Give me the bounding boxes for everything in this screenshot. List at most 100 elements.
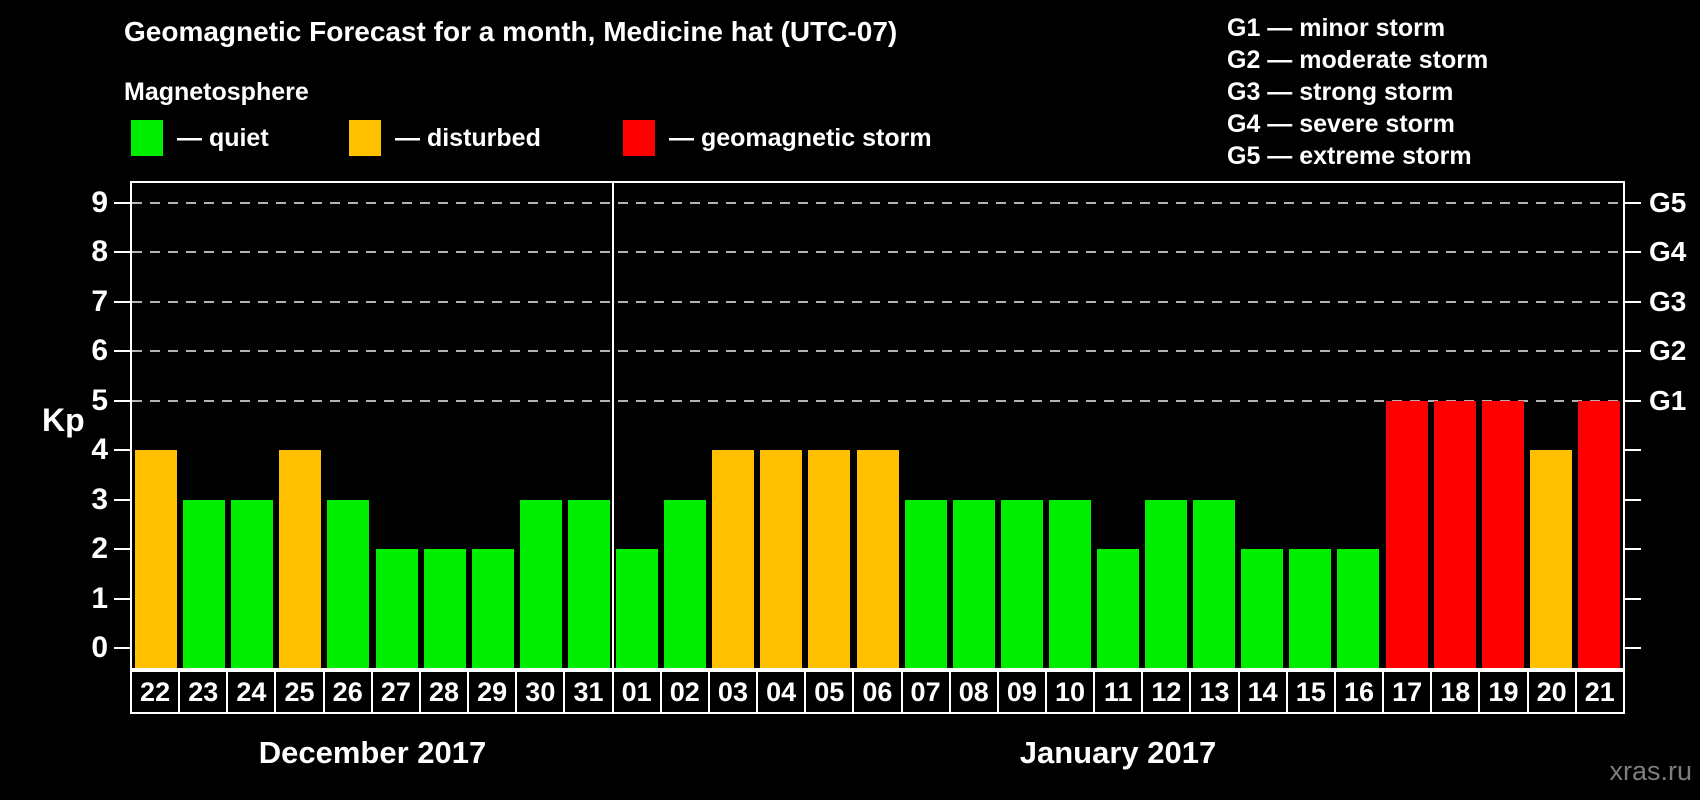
date-cell-16: 16	[1333, 670, 1385, 714]
quiet-color-swatch	[131, 120, 163, 156]
right-axis-label-g4: G4	[1649, 236, 1687, 268]
y-axis-tick-7	[114, 300, 130, 303]
date-cell-19: 19	[1478, 670, 1529, 714]
date-cell-03: 03	[707, 670, 759, 714]
month-label-december: December 2017	[258, 735, 487, 770]
kp-bar-january-05	[808, 450, 851, 668]
date-cell-15: 15	[1285, 670, 1336, 714]
y-axis-title: Kp	[42, 402, 85, 438]
date-cell-08: 08	[948, 670, 999, 714]
right-axis-tick-6	[1625, 350, 1641, 353]
y-axis-tick-label-9: 9	[91, 186, 108, 220]
storm-scale-line-g4: G4 — severe storm	[1227, 110, 1455, 138]
right-axis-tick-8	[1625, 251, 1641, 254]
kp-bar-january-20	[1529, 450, 1572, 668]
date-cell-07: 07	[900, 670, 951, 714]
kp-bar-january-19	[1481, 400, 1524, 668]
date-cell-13: 13	[1189, 670, 1240, 714]
kp-bar-january-10	[1048, 499, 1091, 668]
kp-bar-january-21	[1577, 400, 1620, 668]
right-axis-tick-2	[1625, 548, 1641, 551]
right-axis-label-g5: G5	[1649, 187, 1687, 219]
gridline-kp6	[132, 350, 1623, 353]
kp-bar-december-25	[279, 450, 322, 668]
watermark: xras.ru	[1609, 756, 1692, 786]
y-axis-tick-0	[114, 647, 130, 649]
date-cell-31: 31	[563, 670, 614, 714]
date-cell-05: 05	[804, 670, 855, 714]
kp-bar-january-03	[712, 450, 755, 668]
storm-scale-line-g1: G1 — minor storm	[1227, 14, 1446, 42]
kp-bar-december-29	[471, 549, 514, 668]
kp-bar-december-30	[519, 499, 562, 668]
y-axis-tick-5	[114, 399, 130, 402]
date-cell-09: 09	[996, 670, 1047, 714]
date-cell-22: 22	[130, 670, 181, 714]
date-cell-14: 14	[1237, 670, 1288, 714]
y-axis-tick-6	[114, 350, 130, 353]
date-cell-17: 17	[1382, 670, 1433, 714]
legend-item-quiet: — quiet	[131, 119, 269, 157]
date-cell-27: 27	[370, 670, 421, 714]
date-cell-12: 12	[1141, 670, 1192, 714]
kp-bar-january-18	[1433, 400, 1476, 668]
y-axis-tick-9	[114, 202, 130, 205]
y-axis-tick-label-3: 3	[91, 482, 108, 516]
kp-bar-january-09	[1000, 499, 1043, 668]
kp-bar-december-22	[135, 450, 178, 668]
date-cell-20: 20	[1526, 670, 1577, 714]
kp-bar-december-24	[231, 499, 274, 668]
kp-bar-january-13	[1193, 499, 1236, 668]
date-cell-25: 25	[274, 670, 325, 714]
storm-scale-line-g3: G3 — strong storm	[1227, 78, 1454, 106]
date-cell-23: 23	[178, 670, 229, 714]
magnetosphere-legend-heading: Magnetosphere	[124, 78, 309, 106]
y-axis-tick-label-2: 2	[91, 532, 108, 566]
kp-bar-january-14	[1241, 549, 1284, 668]
disturbed-color-swatch	[349, 120, 381, 156]
kp-bar-january-07	[904, 499, 947, 668]
kp-bar-january-15	[1289, 549, 1332, 668]
date-cell-02: 02	[659, 670, 710, 714]
y-axis-tick-label-7: 7	[91, 284, 108, 318]
date-cell-04: 04	[756, 670, 807, 714]
storm-scale-line-g5: G5 — extreme storm	[1227, 142, 1472, 170]
kp-bar-january-17	[1385, 400, 1428, 668]
date-cell-06: 06	[852, 670, 903, 714]
right-axis-tick-9	[1625, 202, 1641, 205]
chart-title: Geomagnetic Forecast for a month, Medici…	[124, 16, 898, 47]
storm-scale-line-g2: G2 — moderate storm	[1227, 46, 1489, 74]
date-cell-30: 30	[515, 670, 566, 714]
right-axis-tick-5	[1625, 399, 1641, 402]
right-axis-label-g1: G1	[1649, 384, 1687, 416]
y-axis-tick-4	[114, 449, 130, 452]
kp-bar-december-27	[375, 549, 418, 668]
date-cell-10: 10	[1044, 670, 1096, 714]
date-cell-29: 29	[467, 670, 518, 714]
legend-label-quiet: — quiet	[177, 123, 269, 152]
y-axis-tick-label-1: 1	[91, 581, 108, 615]
date-cell-18: 18	[1430, 670, 1481, 714]
gridline-kp8	[132, 251, 1623, 254]
month-separator-line	[611, 183, 614, 668]
kp-bar-january-11	[1096, 549, 1139, 668]
right-axis-tick-0	[1625, 647, 1641, 649]
y-axis-tick-8	[114, 251, 130, 254]
right-axis-label-g2: G2	[1649, 335, 1687, 367]
right-axis-tick-4	[1625, 449, 1641, 452]
kp-bar-december-26	[327, 499, 370, 668]
date-cell-26: 26	[322, 670, 373, 714]
right-axis-tick-7	[1625, 300, 1641, 303]
date-cell-28: 28	[418, 670, 470, 714]
y-axis-tick-label-0: 0	[91, 631, 108, 664]
kp-bar-january-16	[1337, 549, 1380, 668]
kp-bar-december-23	[183, 499, 226, 668]
legend-label-storm: — geomagnetic storm	[669, 123, 932, 152]
date-axis: 22 23 24 25 26 27 28 29 30 31 01 02 03 04 05 06 07 08 09 10…	[130, 670, 1625, 714]
date-cell-24: 24	[226, 670, 277, 714]
y-axis-tick-1	[114, 597, 130, 600]
storm-color-swatch	[623, 120, 655, 156]
date-cell-01: 01	[611, 670, 662, 714]
plot-area	[130, 181, 1625, 670]
